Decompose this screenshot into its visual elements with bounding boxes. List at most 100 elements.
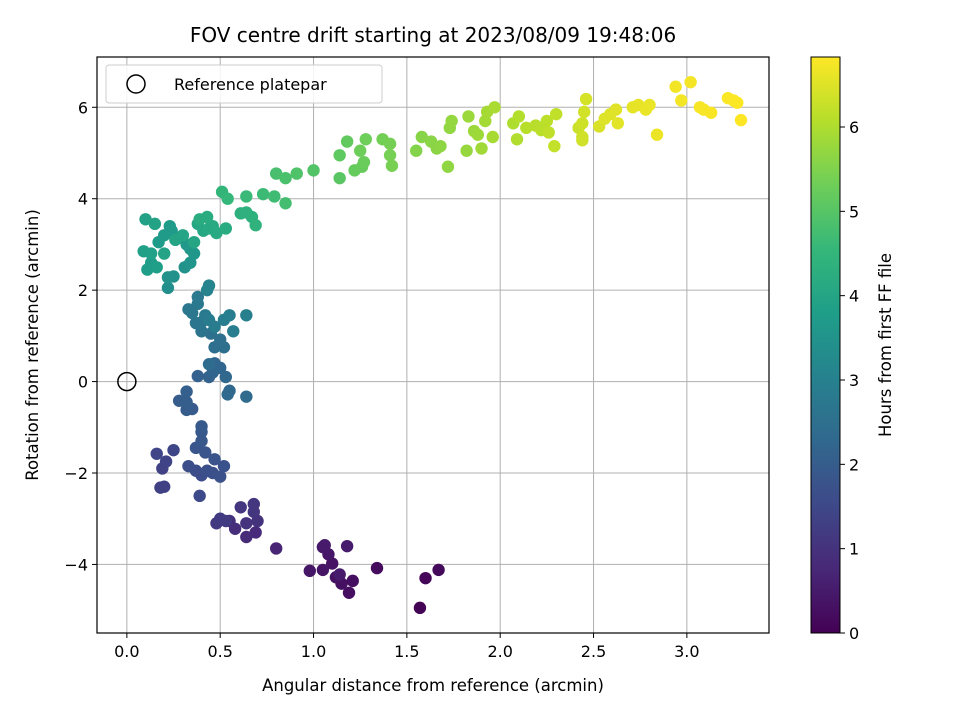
data-point	[195, 434, 208, 448]
data-point	[318, 539, 331, 552]
data-point	[316, 563, 330, 577]
data-point	[370, 561, 384, 575]
data-point	[346, 574, 359, 588]
data-point	[141, 263, 154, 276]
data-point	[669, 80, 682, 93]
data-point	[214, 470, 227, 483]
data-point	[208, 320, 221, 333]
colorbar-tick-label: 3	[849, 371, 859, 390]
data-point	[383, 137, 397, 151]
data-point	[488, 101, 501, 114]
data-point	[161, 281, 175, 295]
data-point	[462, 110, 475, 123]
data-point	[307, 164, 320, 177]
legend-entry-reference: Reference platepar	[174, 75, 327, 94]
data-point	[152, 235, 165, 249]
data-point	[227, 325, 240, 338]
data-point	[161, 271, 175, 284]
data-point	[333, 149, 346, 162]
colorbar-tick-label: 6	[849, 118, 859, 137]
data-point	[167, 443, 180, 457]
data-point	[576, 117, 589, 130]
data-point	[150, 447, 163, 460]
data-point	[609, 103, 623, 116]
data-point	[579, 92, 593, 106]
data-point	[419, 571, 432, 585]
data-point	[154, 481, 167, 494]
data-point	[214, 333, 227, 346]
y-tick-label: 2	[78, 281, 88, 300]
data-point	[512, 110, 526, 123]
legend-box	[105, 64, 383, 104]
data-point	[240, 309, 253, 322]
x-axis-ticks: 0.0 0.5 1.0 1.5 2.0 2.5 3.0	[114, 633, 700, 661]
data-point	[219, 514, 232, 528]
data-point	[150, 261, 163, 274]
colorbar	[810, 56, 841, 634]
data-point	[340, 135, 354, 148]
data-point	[221, 192, 234, 205]
data-point	[217, 459, 231, 473]
data-point	[240, 190, 253, 203]
data-point	[383, 149, 397, 162]
data-point	[210, 226, 223, 240]
data-point	[471, 128, 484, 141]
data-point	[734, 113, 748, 127]
data-point	[180, 395, 193, 409]
data-point	[441, 160, 455, 173]
data-point	[333, 171, 346, 185]
y-tick-label: −4	[64, 555, 88, 574]
data-point	[139, 213, 152, 226]
colorbar-label: Hours from first FF file	[876, 253, 895, 437]
colorbar-tick-label: 1	[849, 540, 859, 559]
data-point	[486, 130, 499, 144]
data-point	[249, 526, 262, 539]
data-point	[684, 75, 697, 89]
x-tick-label: 1.5	[394, 642, 419, 661]
data-point	[520, 121, 533, 135]
data-point	[256, 187, 270, 201]
data-point	[290, 167, 303, 180]
reference-platepar-marker	[117, 371, 137, 392]
colorbar-tick-label: 5	[849, 202, 859, 221]
data-point	[475, 142, 488, 155]
data-point	[354, 144, 367, 157]
data-point	[191, 369, 204, 383]
data-point	[611, 117, 624, 130]
data-point	[576, 134, 589, 147]
data-point	[214, 361, 227, 375]
data-point	[187, 235, 201, 249]
data-point	[208, 453, 221, 466]
data-point	[219, 222, 232, 235]
data-point	[279, 171, 292, 185]
data-point	[279, 197, 292, 210]
data-point	[221, 388, 234, 401]
data-point	[650, 128, 664, 141]
data-point	[193, 489, 206, 503]
data-point	[247, 497, 260, 511]
x-tick-label: 2.0	[487, 642, 512, 661]
data-point	[158, 247, 171, 260]
data-point	[240, 530, 253, 544]
x-tick-label: 0.0	[114, 642, 139, 661]
colorbar-ticks: 0 1 2 3 4 5 6	[840, 118, 859, 643]
data-point	[182, 303, 195, 316]
x-tick-label: 2.5	[581, 642, 606, 661]
data-point	[704, 106, 718, 119]
data-point	[731, 96, 744, 109]
data-point	[144, 247, 158, 260]
colorbar-tick-label: 2	[849, 455, 859, 474]
data-point	[200, 210, 214, 224]
data-point	[340, 539, 354, 553]
data-point	[578, 105, 591, 119]
data-point	[234, 501, 247, 514]
chart-title: FOV centre drift starting at 2023/08/09 …	[190, 23, 676, 47]
y-axis-label: Rotation from reference (arcmin)	[23, 209, 42, 481]
data-point	[342, 586, 356, 599]
colorbar-tick-label: 0	[849, 624, 859, 643]
data-point	[191, 290, 204, 304]
data-point	[148, 217, 162, 231]
data-point	[240, 390, 253, 403]
x-tick-label: 1.0	[301, 642, 326, 661]
